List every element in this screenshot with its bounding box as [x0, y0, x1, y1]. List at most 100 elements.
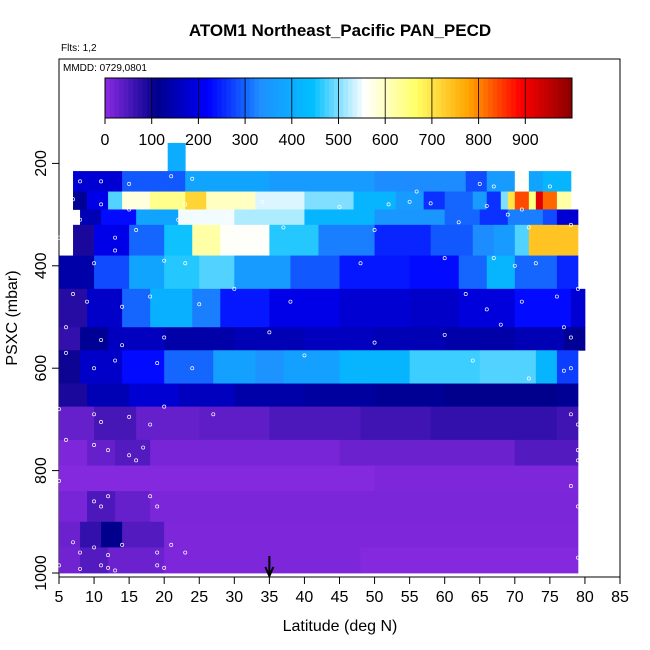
heatmap-cell: [304, 327, 375, 351]
data-point: [127, 181, 132, 186]
heatmap-cell: [458, 288, 516, 328]
heatmap-cell: [80, 465, 375, 492]
data-point: [99, 563, 104, 568]
heatmap-cell: [304, 383, 375, 407]
colorbar-tick-label: 300: [232, 132, 259, 149]
colorbar-swatch: [175, 78, 181, 118]
heatmap-cell: [199, 406, 270, 441]
colorbar-swatch: [287, 78, 293, 118]
colorbar-swatch: [184, 78, 190, 118]
colorbar-swatch: [324, 78, 330, 118]
data-point: [155, 550, 160, 555]
heatmap-cell: [479, 209, 509, 226]
data-point: [92, 443, 97, 447]
heatmap-cell: [318, 224, 375, 256]
data-point: [575, 448, 580, 453]
colorbar-swatch: [455, 78, 461, 118]
x-tick-label: 55: [401, 589, 419, 606]
heatmap-cell: [129, 383, 179, 407]
heatmap-cell: [514, 327, 565, 351]
heatmap-cell: [535, 350, 558, 384]
colorbar-swatch: [478, 78, 484, 118]
data-point: [113, 235, 118, 240]
heatmap-cell: [304, 209, 375, 226]
heatmap-cell: [150, 191, 165, 210]
heatmap-cell: [129, 224, 165, 256]
colorbar-swatch: [357, 78, 363, 118]
heatmap-cell: [192, 288, 221, 328]
data-point: [106, 494, 111, 499]
colorbar-swatch: [133, 78, 139, 118]
colorbar-swatch: [263, 78, 269, 118]
x-tick-label: 10: [85, 589, 103, 606]
data-point: [155, 504, 160, 509]
colorbar-swatch: [525, 78, 531, 118]
heatmap-cell: [122, 521, 165, 548]
data-point: [568, 484, 573, 488]
colorbar-swatch: [483, 78, 489, 118]
data-point: [113, 568, 118, 573]
observation-points: [57, 174, 580, 573]
heatmap-cell: [59, 383, 88, 407]
colorbar-swatch: [399, 78, 405, 118]
heatmap-cell: [479, 350, 537, 384]
heatmap-cell: [290, 255, 340, 290]
heatmap-cell: [185, 171, 270, 192]
colorbar-swatch: [296, 78, 302, 118]
heatmap-cell: [73, 171, 123, 192]
colorbar-swatch: [445, 78, 452, 118]
colorbar-swatch: [329, 78, 335, 118]
heatmap-cell: [164, 255, 200, 290]
heatmap-cell: [444, 327, 516, 351]
data-point: [64, 437, 68, 442]
colorbar-swatch: [459, 78, 466, 118]
data-point: [554, 294, 559, 299]
heatmap-cell: [500, 191, 509, 210]
colorbar-swatch: [198, 78, 204, 118]
colorbar-swatch: [553, 78, 559, 118]
colorbar-swatch: [165, 78, 171, 118]
heatmap-cell: [570, 288, 586, 328]
colorbar-swatch: [441, 78, 447, 118]
heatmap-cell: [556, 350, 579, 384]
data-point: [183, 261, 188, 266]
heatmap-cell: [472, 191, 488, 210]
data-point: [526, 225, 531, 230]
data-point: [568, 335, 573, 340]
colorbar-swatch: [268, 78, 274, 118]
colorbar-swatch: [394, 78, 400, 118]
heatmap-cell: [255, 350, 284, 384]
data-point: [148, 422, 153, 427]
heatmap-cell: [164, 350, 214, 384]
heatmap-cell: [423, 191, 446, 210]
colorbar-swatch: [245, 78, 251, 118]
heatmap-cell: [514, 255, 558, 290]
data-point: [64, 325, 68, 330]
data-point: [561, 325, 566, 330]
heatmap-cell: [59, 350, 81, 384]
data-point: [92, 261, 97, 266]
data-point: [99, 179, 104, 184]
heatmap-cell: [164, 224, 193, 256]
colorbar-swatch: [427, 78, 433, 118]
colorbar-swatch: [254, 78, 260, 118]
data-point: [288, 299, 293, 304]
data-point: [99, 420, 104, 424]
heatmap-cell: [136, 406, 200, 441]
x-tick-label: 40: [296, 589, 314, 606]
heatmap-cell: [185, 191, 207, 210]
x-tick-label: 70: [506, 589, 524, 606]
heatmap-cell: [304, 191, 354, 210]
data-point: [71, 292, 75, 296]
data-point: [92, 499, 97, 504]
data-point: [99, 202, 104, 207]
colorbar-swatch: [226, 78, 232, 118]
data-point: [78, 550, 82, 555]
heatmap-cell: [234, 327, 305, 351]
heatmap-cell: [395, 191, 425, 210]
heatmap-cell: [73, 224, 95, 256]
heatmap-cell: [542, 209, 558, 226]
heatmap-cell: [59, 439, 88, 466]
colorbar-swatch: [282, 78, 288, 118]
